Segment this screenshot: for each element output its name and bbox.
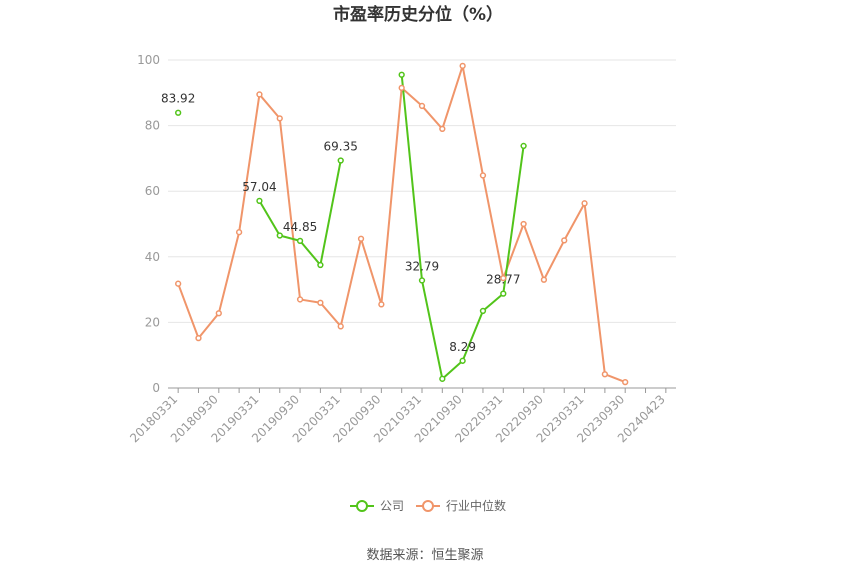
data-point [439, 375, 446, 382]
data-label: 44.85 [283, 220, 317, 234]
y-tick-label: 0 [152, 381, 160, 395]
data-point [357, 235, 365, 242]
data-label: 57.04 [242, 180, 276, 194]
data-point [337, 157, 344, 164]
y-tick-label: 60 [145, 184, 160, 198]
data-point [398, 71, 405, 78]
data-point [235, 229, 243, 236]
data-point [479, 307, 487, 315]
data-point [378, 301, 385, 308]
legend[interactable]: 公司 行业中位数 [350, 498, 506, 513]
y-axis: 0 20 40 60 80 100 [137, 53, 160, 395]
data-point [459, 62, 466, 70]
legend-label: 行业中位数 [446, 498, 506, 513]
data-point [337, 323, 344, 330]
data-point [276, 232, 283, 239]
data-point [398, 84, 405, 92]
data-point [215, 310, 222, 317]
data-labels: 83.92 57.04 44.85 69.35 32.79 8.29 28.77 [161, 92, 520, 354]
data-point [317, 299, 324, 306]
legend-item-1[interactable]: 行业中位数 [416, 498, 506, 513]
y-tick-label: 100 [137, 53, 160, 67]
x-axis: 2018033120180930201903312019093020200331… [127, 387, 676, 445]
data-point [175, 109, 182, 116]
y-tick-label: 20 [145, 315, 160, 329]
data-label: 69.35 [324, 140, 358, 154]
legend-marker [356, 500, 368, 512]
data-point [439, 125, 446, 133]
data-label: 8.29 [449, 340, 476, 354]
data-point [520, 220, 527, 228]
legend-label: 公司 [380, 499, 404, 513]
data-point [479, 172, 487, 179]
data-label: 83.92 [161, 92, 195, 106]
data-point [581, 200, 588, 207]
data-point [296, 237, 304, 245]
legend-item-0[interactable]: 公司 [350, 499, 404, 513]
data-point [520, 142, 527, 150]
chart-title: 市盈率历史分位（%） [333, 4, 503, 25]
series-lines [177, 64, 626, 384]
y-tick-label: 40 [145, 250, 160, 264]
series-line-0 [400, 74, 525, 380]
data-point [500, 290, 507, 297]
data-point [195, 334, 202, 342]
data-point [276, 115, 283, 122]
data-point [296, 296, 304, 303]
data-point [418, 102, 426, 110]
data-point [175, 280, 182, 287]
data-point [540, 276, 548, 283]
data-point [601, 371, 609, 378]
data-point [418, 277, 426, 284]
data-label: 28.77 [486, 273, 520, 287]
data-point [256, 197, 263, 205]
legend-marker [422, 500, 434, 512]
data-point [500, 274, 507, 282]
data-point [561, 237, 568, 244]
data-label: 32.79 [405, 259, 439, 273]
data-point [317, 261, 324, 269]
series-line-1 [177, 64, 626, 384]
series-points [175, 62, 629, 386]
data-point [256, 91, 263, 98]
y-tick-label: 80 [145, 119, 160, 133]
data-point [459, 357, 466, 364]
source-note: 数据来源：恒生聚源 [366, 548, 483, 563]
series-line-0 [258, 160, 342, 266]
data-point [622, 378, 629, 386]
